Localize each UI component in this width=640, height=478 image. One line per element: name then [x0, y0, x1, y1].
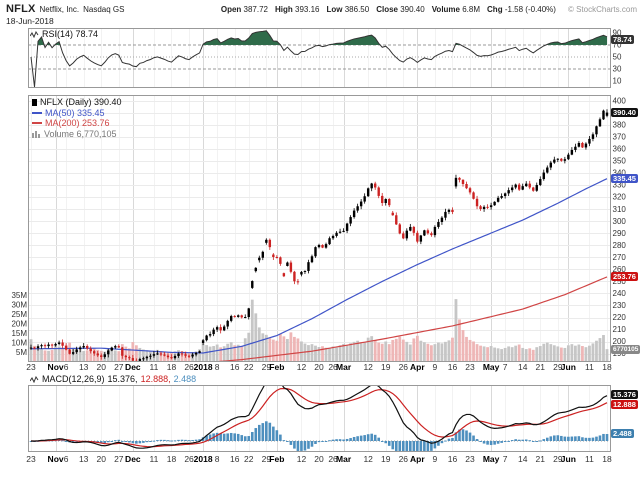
quote-open: Open 387.72 [220, 5, 268, 14]
ma200-value-badge: 253.76 [611, 272, 638, 281]
macd-signal-badge: 12.888 [611, 400, 638, 409]
quote-low: Low 386.50 [326, 5, 370, 14]
macd-line-badge: 15.376 [611, 390, 638, 399]
chart-date: 18-Jun-2018 [6, 16, 54, 26]
close-value-badge: 390.40 [611, 108, 638, 117]
exchange-name: Nasdaq GS [83, 5, 125, 14]
company-name: Netflix, Inc. [39, 5, 80, 14]
chart-header: NFLX Netflix, Inc. Nasdaq GS Open 387.72… [6, 3, 637, 15]
quote-close: Close 390.40 [376, 5, 425, 14]
rsi-value-badge: 78.74 [611, 35, 634, 44]
quote-high: High 393.16 [275, 5, 320, 14]
quote-change: Chg -1.58 (-0.40%) [487, 5, 556, 14]
volume-value-badge: 6770105 [611, 345, 640, 354]
ticker-symbol: NFLX [6, 3, 36, 15]
copyright: © StockCharts.com [567, 5, 637, 14]
macd-hist-badge: 2.488 [611, 429, 634, 438]
quote-volume: Volume 6.8M [431, 5, 481, 14]
ma50-value-badge: 335.45 [611, 174, 638, 183]
